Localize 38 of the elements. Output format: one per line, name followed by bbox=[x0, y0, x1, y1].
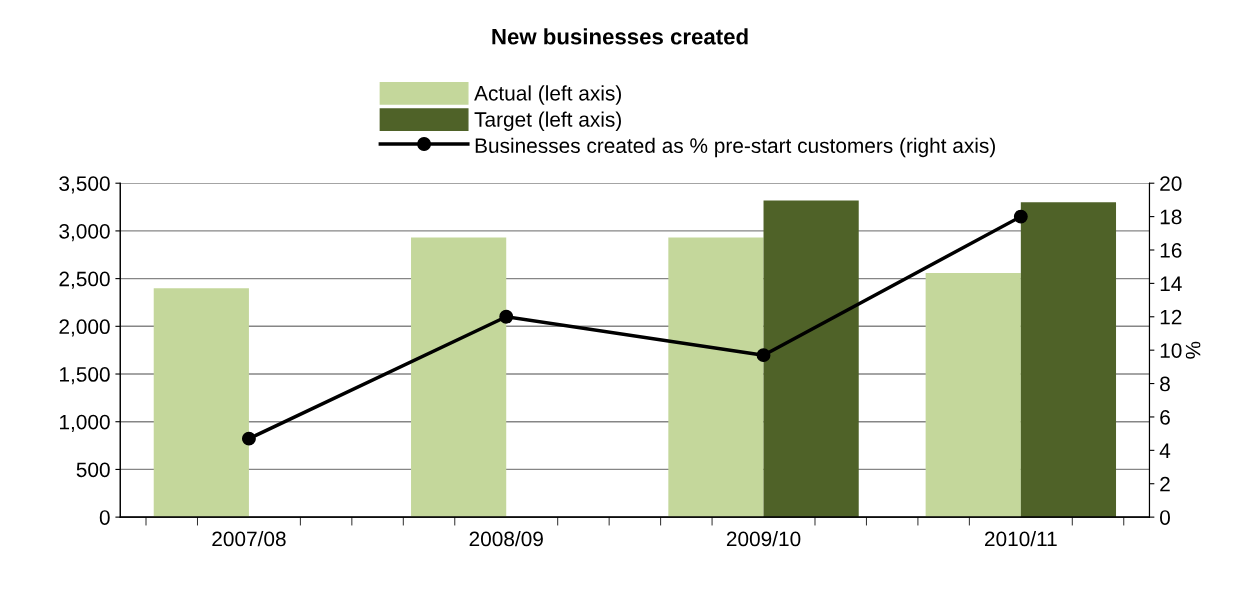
bar bbox=[925, 272, 1021, 518]
point bbox=[756, 348, 771, 363]
bar bbox=[153, 288, 249, 518]
chart-title: New businesses created bbox=[492, 28, 748, 45]
point bbox=[241, 431, 256, 446]
y2-tick-label: 4 bbox=[1159, 443, 1171, 458]
bar bbox=[411, 237, 507, 518]
y2-tick-label: 20 bbox=[1160, 176, 1182, 191]
y2-tick-label: 12 bbox=[1160, 309, 1182, 325]
y-tick-label: 3,000 bbox=[59, 223, 110, 242]
y-tick-label: 3,500 bbox=[59, 176, 110, 194]
y-tick-label: 1,000 bbox=[60, 414, 110, 432]
y2-tick-label: 6 bbox=[1160, 409, 1170, 425]
bar bbox=[763, 200, 859, 518]
y2-tick-label: 16 bbox=[1160, 242, 1182, 258]
x-tick-label: 2008/09 bbox=[469, 531, 543, 547]
point bbox=[1013, 209, 1028, 224]
y-tick-label: 2,000 bbox=[59, 319, 110, 337]
x-tick-label: 2009/10 bbox=[726, 531, 801, 547]
y2-axis-title: % bbox=[1185, 341, 1201, 359]
x-tick-label: 2010/11 bbox=[985, 531, 1057, 547]
y2-tick-label: 8 bbox=[1160, 376, 1170, 392]
y2-tick-label: 10 bbox=[1160, 343, 1182, 358]
bar bbox=[668, 237, 764, 518]
bar bbox=[1020, 202, 1117, 518]
point bbox=[499, 309, 514, 324]
y-tick-label: 1,500 bbox=[60, 367, 110, 385]
x-tick-label: 2007/08 bbox=[212, 531, 286, 547]
y-tick-label: 0 bbox=[99, 510, 110, 525]
legend-label: Actual (left axis) bbox=[474, 85, 621, 105]
y2-tick-label: 0 bbox=[1160, 510, 1170, 525]
legend-label: Target (left axis) bbox=[474, 111, 621, 131]
y2-tick-label: 18 bbox=[1160, 209, 1182, 225]
y-tick-label: 2,500 bbox=[59, 271, 110, 289]
y-tick-label: 500 bbox=[76, 462, 110, 478]
y2-tick-label: 2 bbox=[1160, 476, 1170, 492]
legend-label: Businesses created as % pre-start customers (right axis) bbox=[475, 137, 995, 158]
y2-tick-label: 14 bbox=[1160, 276, 1182, 291]
